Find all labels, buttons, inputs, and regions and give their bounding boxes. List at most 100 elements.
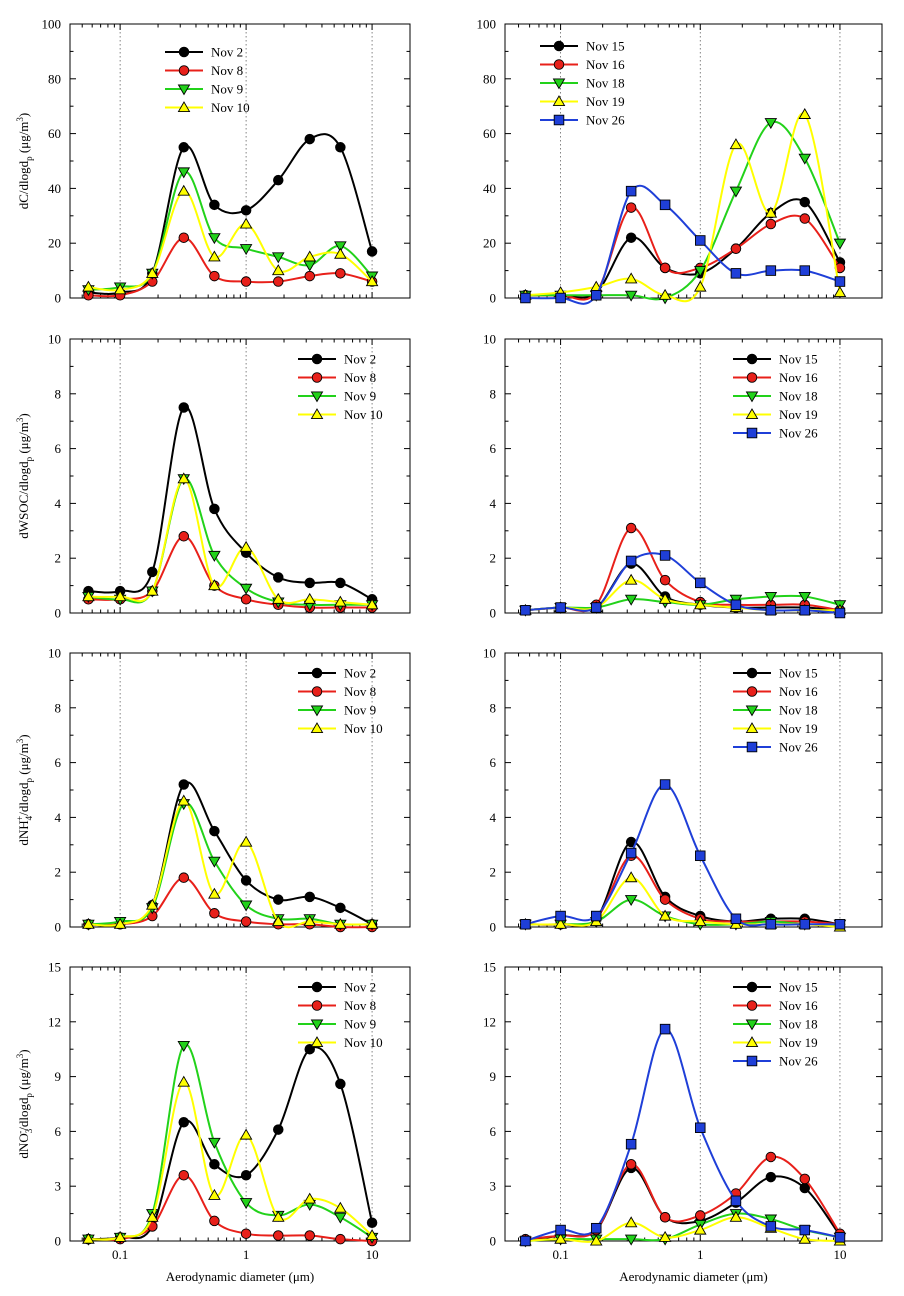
y-tick-label: 6 xyxy=(55,755,62,770)
data-point xyxy=(658,288,672,300)
data-point xyxy=(624,1216,638,1228)
series-line xyxy=(88,1174,373,1242)
series-nov-10 xyxy=(82,1075,379,1244)
data-point xyxy=(240,594,252,605)
legend: Nov 2 Nov 8 Nov 9 Nov 10 xyxy=(165,45,250,115)
data-point xyxy=(764,1214,778,1226)
data-point xyxy=(695,850,706,862)
legend-marker xyxy=(553,40,565,52)
legend-entry: Nov 9 xyxy=(298,703,376,718)
data-point xyxy=(208,1188,221,1200)
legend-marker xyxy=(311,981,323,993)
series-nov-2 xyxy=(83,1043,378,1245)
y-tick-label: 10 xyxy=(483,332,496,347)
y-tick-label: 2 xyxy=(55,865,62,880)
legend-entry: Nov 19 xyxy=(540,94,625,109)
data-point xyxy=(624,1234,638,1246)
data-point xyxy=(240,205,252,216)
legend-marker xyxy=(553,59,565,70)
legend-marker xyxy=(746,353,758,365)
y-tick-label: 4 xyxy=(55,810,62,825)
y-tick-label: 15 xyxy=(48,960,61,975)
legend-entry: Nov 18 xyxy=(733,703,818,718)
legend-label: Nov 26 xyxy=(779,1054,818,1069)
data-point xyxy=(239,540,253,552)
series-line xyxy=(88,1046,374,1241)
legend-label: Nov 9 xyxy=(344,389,376,404)
data-point xyxy=(695,1210,706,1221)
series-line xyxy=(525,783,840,927)
legend-label: Nov 15 xyxy=(779,352,818,367)
legend-label: Nov 10 xyxy=(344,721,383,736)
legend-entry: Nov 2 xyxy=(298,666,376,681)
y-tick-label: 10 xyxy=(48,332,61,347)
y-axis-label-text: dC/dlogdp (μg/m3) xyxy=(15,113,34,210)
data-point xyxy=(799,1173,811,1185)
series-nov-9 xyxy=(82,1041,379,1246)
legend-label: Nov 16 xyxy=(779,684,818,699)
data-point xyxy=(178,872,190,883)
legend-label: Nov 10 xyxy=(344,1035,383,1050)
data-point xyxy=(273,1124,284,1135)
data-point xyxy=(271,264,285,276)
data-point xyxy=(82,917,95,929)
data-point xyxy=(365,1229,379,1241)
data-point xyxy=(695,577,706,589)
plot-frame xyxy=(504,338,883,614)
legend-marker xyxy=(310,705,324,717)
legend-marker xyxy=(311,1000,323,1011)
data-point xyxy=(177,1075,191,1087)
y-tick-label: 0 xyxy=(55,1234,62,1249)
legend-label: Nov 9 xyxy=(211,82,243,97)
legend-entry: Nov 8 xyxy=(165,63,243,78)
x-tick-label: 1 xyxy=(243,1247,250,1262)
series-line xyxy=(88,190,373,292)
legend: Nov 15 Nov 16 Nov 18 Nov 19 Nov 26 xyxy=(540,39,625,128)
data-point xyxy=(624,573,638,585)
y-tick-label: 3 xyxy=(490,1179,497,1194)
legend-label: Nov 18 xyxy=(779,1017,818,1032)
legend-marker xyxy=(311,667,323,679)
series-line xyxy=(525,1216,841,1243)
legend-label: Nov 26 xyxy=(779,740,818,755)
legend-entry: Nov 15 xyxy=(540,39,625,54)
data-point xyxy=(624,594,638,606)
y-tick-label: 3 xyxy=(55,1179,62,1194)
legend-marker xyxy=(745,1036,759,1048)
data-point xyxy=(798,107,812,119)
data-point xyxy=(208,1137,221,1149)
legend-entry: Nov 9 xyxy=(298,389,376,404)
data-point xyxy=(555,602,566,613)
data-point xyxy=(304,1230,315,1241)
data-point xyxy=(239,244,253,256)
data-point xyxy=(834,607,846,619)
series-nov-10 xyxy=(82,472,379,610)
data-point xyxy=(625,202,637,213)
data-point xyxy=(520,292,531,304)
data-point xyxy=(239,583,253,595)
data-point xyxy=(659,550,671,561)
legend-marker xyxy=(178,65,190,76)
data-point xyxy=(765,1171,777,1183)
y-tick-label: 60 xyxy=(483,126,496,141)
data-point xyxy=(366,1217,378,1228)
data-point xyxy=(693,915,707,927)
y-tick-label: 6 xyxy=(490,1124,497,1139)
data-point xyxy=(798,592,812,603)
data-point xyxy=(334,595,347,607)
x-axis-label: Aerodynamic diameter (μm) xyxy=(619,1269,767,1284)
y-tick-label: 0 xyxy=(490,1234,497,1249)
data-point xyxy=(334,1212,347,1224)
x-tick-label: 10 xyxy=(833,1247,846,1262)
data-point xyxy=(208,233,221,245)
series-line xyxy=(88,477,373,606)
series-line xyxy=(88,535,373,609)
y-tick-label: 6 xyxy=(490,441,497,456)
y-tick-label: 6 xyxy=(55,1124,62,1139)
data-point xyxy=(625,1159,637,1170)
data-point xyxy=(799,605,811,616)
